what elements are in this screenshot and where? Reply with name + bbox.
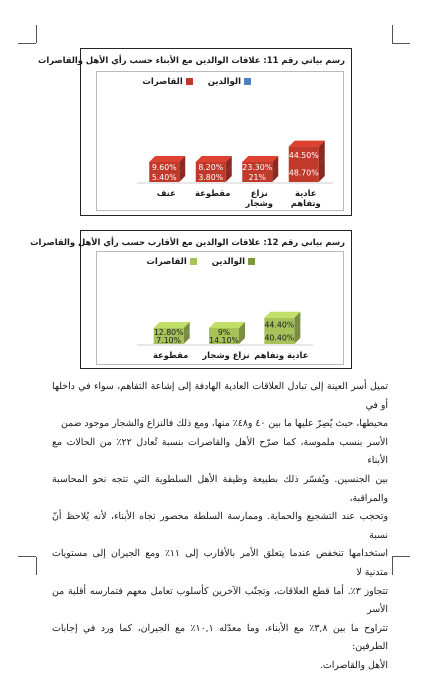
bar-segment-parents-side [179,166,186,182]
data-label: 44.50% [289,151,319,160]
category-label: مقطوعة [195,188,230,199]
crop-mark [36,25,37,43]
bar-top-face [264,311,301,318]
chart-11-frame: رسم بياني رقم 11: علاقات الوالدين مع الأ… [38,48,352,216]
chart-11-plot-area: الوالدين القاصرات 5.40% 9.60% عنف 3.80% 8.20… [96,71,344,211]
chart-11-title: رسم بياني رقم 11: علاقات الوالدين مع الأ… [37,55,345,65]
bar-top-face [242,156,279,162]
chart-12-title: رسم بياني رقم 12: علاقات الوالدين مع الأ… [30,237,345,247]
bar-segment-parents [149,172,180,182]
bar-segment-parents-side [225,166,232,182]
chart-12-frame: رسم بياني رقم 12: علاقات الوالدين مع الأ… [30,230,352,369]
bar-segment-parents-side [272,166,279,182]
bar-segment-parents [242,172,273,182]
data-label: 21% [249,173,266,182]
chart-12-plot-area: الوالدين القاصرات 7.10% 12.80% مقطوعة 14.10… [96,251,344,365]
data-label: 44.40% [264,321,294,330]
bar-segment-parents-side [183,330,190,344]
bar-segment-minors-side [272,156,279,172]
crop-mark [392,43,410,44]
crop-mark [36,557,37,575]
legend-label: القاصرات [142,77,183,87]
legend-item-minors: القاصرات [146,257,197,267]
crop-mark [18,43,36,44]
category-label: نزاع [251,188,268,199]
bar-segment-minors [264,317,295,332]
bar-segment-minors-side [179,156,186,172]
paragraph-line: تتجاوز ٣٪. أما قطع العلاقات، وتجنّب الآخ… [52,585,388,616]
bar-segment-parents [195,172,226,182]
chart-12-svg: 7.10%12.80% مقطوعة 14.10%9% نزاع وشجار 40.40… [137,311,313,361]
legend-item-parents: الوالدين [212,257,255,267]
bar-segment-parents [288,163,319,182]
category-label: وتفاهم [291,198,321,209]
legend-swatch [244,78,251,85]
data-label: 14.10% [209,336,239,345]
chart-11-svg: 5.40%9.60% عنف 3.80%8.20% مقطوعة 21%23.30% نز… [137,140,333,209]
data-label: 12.80% [154,328,184,337]
bar-segment-minors [288,146,319,164]
category-label: نزاع وشجار [201,350,249,361]
data-label: 9.60% [152,163,177,172]
bar-segment-parents-side [318,157,325,182]
bar-top-face [195,156,232,162]
bar-top-face [288,140,325,147]
legend-swatch [248,258,255,265]
bar-segment-minors-side [225,156,232,172]
bar-top-face [209,322,245,328]
legend-swatch [185,78,193,85]
bar-segment-parents [209,336,239,344]
bar-segment-minors-side [183,322,190,336]
data-label: 23.30% [242,163,272,172]
bar-segment-parents [153,336,184,344]
bar-segment-minors-side [318,140,325,164]
data-label: 5.40% [152,173,177,182]
crop-mark [392,556,410,557]
category-label: وشجار [245,198,273,209]
bar-segment-minors [149,162,180,172]
crop-mark [18,556,36,557]
bar-segment-minors [242,162,273,172]
bar-segment-minors [209,328,239,336]
legend-label: الوالدين [207,77,241,87]
category-label: مقطوعة [153,350,188,361]
data-label: 7.10% [156,336,181,345]
data-label: 48.70% [289,169,319,178]
crop-mark [392,557,393,575]
paragraph-line: الأسر بنسب ملموسة، كما صرّح الأهل والقاص… [52,436,388,467]
bar-segment-minors [153,328,184,336]
paragraph-line: محيطها، حيث يُصِرّ عليها ما بين ٤٠ و٤٨٪ … [60,418,388,430]
chart-12-legend: الوالدين القاصرات [134,257,255,267]
bar-segment-parents-side [294,325,301,344]
category-label: عادية وتفاهم [254,350,308,361]
paragraph-line: الأهل والقاصرات. [319,659,388,671]
paragraph-line: بين الجنسين. ويُفسّر ذلك بطبيعة وظيفة ال… [52,473,388,504]
chart-11-legend: الوالدين القاصرات [130,77,251,87]
bar-segment-minors-side [294,311,301,332]
category-label: عنف [157,188,176,198]
bar-top-face [153,322,190,328]
body-paragraph: تميل أسر العينة إلى تبادل العلاقات العاد… [52,378,388,676]
paragraph-line: استخدامها تنخفض عندما يتعلق الأمر بالأقا… [52,548,388,578]
legend-item-parents: الوالدين [208,77,251,87]
bar-top-face [149,156,186,162]
data-label: 40.40% [264,334,294,343]
paragraph-line: تتراوح ما بين ٣,٨٪ مع الأبناء، وما معدّل… [52,622,388,653]
legend-swatch [189,258,197,265]
data-label: 8.20% [198,163,223,172]
data-label: 9% [218,328,230,337]
category-label: عادية [295,188,316,198]
legend-label: الوالدين [211,257,245,267]
bar-segment-parents-side [239,330,245,344]
bar-segment-minors-side [239,322,245,336]
legend-label: القاصرات [146,257,187,267]
paragraph-line: وتحجب عند التشجيع والحماية. وممارسة السل… [52,511,388,541]
legend-item-minors: القاصرات [142,77,193,87]
crop-mark [392,25,393,43]
data-label: 3.80% [198,173,223,182]
bar-segment-minors [195,162,226,172]
paragraph-line: تميل أسر العينة إلى تبادل العلاقات العاد… [52,381,388,411]
bar-segment-parents [264,331,295,344]
